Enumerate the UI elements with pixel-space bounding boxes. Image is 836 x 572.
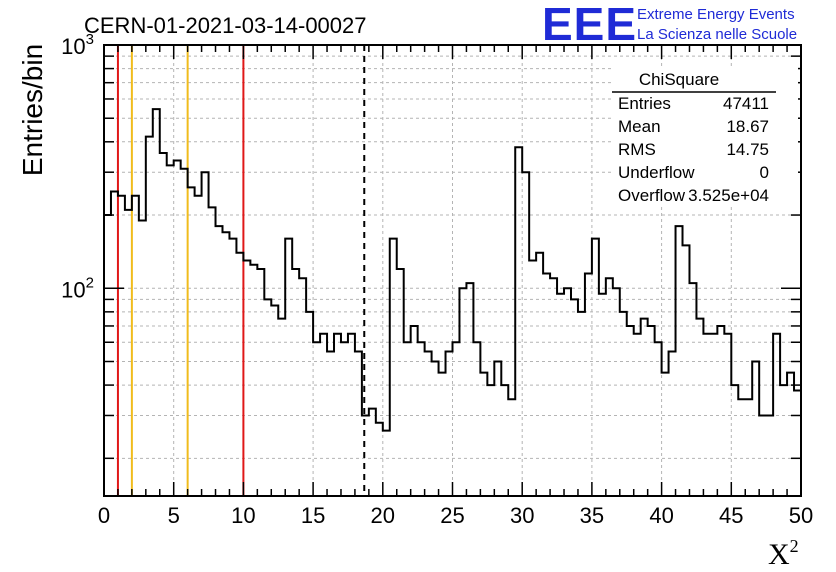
stats-title: ChiSquare (639, 70, 719, 89)
stats-label-overflow: Overflow (618, 186, 686, 205)
stats-value-entries: 47411 (723, 94, 769, 113)
stats-value-underflow: 0 (760, 163, 769, 182)
x-tick-label: 10 (231, 503, 255, 528)
stats-label-entries: Entries (618, 94, 671, 113)
stats-value-mean: 18.67 (726, 117, 769, 136)
x-tick-label: 0 (98, 503, 110, 528)
stats-label-mean: Mean (618, 117, 661, 136)
stats-box-background (612, 66, 798, 206)
x-tick-label: 15 (301, 503, 325, 528)
y-tick-label: 103 (61, 31, 94, 59)
y-tick-label-exponent: 3 (86, 31, 94, 48)
y-tick-label: 102 (61, 274, 94, 302)
axis-ticks (103, 44, 802, 496)
x-tick-labels: 0 5 10 15 20 25 30 35 40 45 50 (98, 503, 813, 528)
y-tick-label-exponent: 2 (86, 274, 94, 291)
x-tick-label: 5 (168, 503, 180, 528)
x-tick-label: 25 (440, 503, 464, 528)
x-tick-label: 30 (510, 503, 534, 528)
x-tick-label: 40 (649, 503, 673, 528)
stats-label-underflow: Underflow (618, 163, 695, 182)
x-tick-label: 20 (371, 503, 395, 528)
x-tick-label: 45 (719, 503, 743, 528)
x-tick-label: 50 (789, 503, 813, 528)
reference-lines (116, 45, 366, 496)
logo-eee: EEE (542, 0, 637, 50)
logo-line-1: Extreme Energy Events (637, 6, 795, 23)
x-axis-label-base: X (768, 538, 790, 571)
stats-box: ChiSquare Entries 47411 Mean 18.67 RMS 1… (612, 66, 798, 206)
x-axis-label-sup: 2 (790, 536, 799, 556)
chart-title: CERN-01-2021-03-14-00027 (84, 13, 367, 38)
eee-logo: EEE Extreme Energy Events La Scienza nel… (542, 0, 797, 50)
x-tick-label: 35 (580, 503, 604, 528)
stats-value-rms: 14.75 (726, 140, 769, 159)
x-axis-label: X2 (768, 536, 799, 571)
y-tick-label-base: 10 (61, 277, 85, 302)
stats-value-overflow: 3.525e+04 (688, 186, 769, 205)
y-tick-label-base: 10 (61, 34, 85, 59)
y-axis-label: Entries/bin (17, 44, 48, 176)
stats-label-rms: RMS (618, 140, 656, 159)
logo-line-2: La Scienza nelle Scuole (637, 26, 797, 43)
histogram-series (104, 108, 801, 432)
